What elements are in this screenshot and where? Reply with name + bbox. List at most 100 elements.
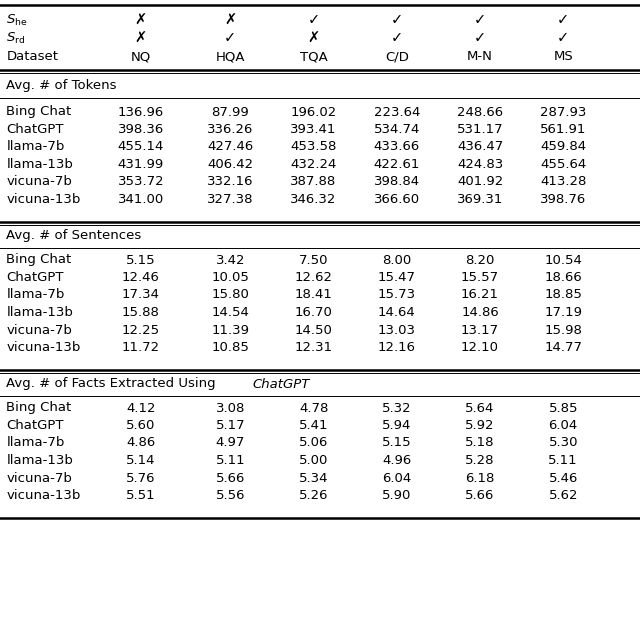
Text: ✓: ✓	[390, 12, 403, 28]
Text: 10.54: 10.54	[544, 254, 582, 267]
Text: ChatGPT: ChatGPT	[6, 123, 64, 136]
Text: 424.83: 424.83	[457, 158, 503, 171]
Text: vicuna-13b: vicuna-13b	[6, 489, 81, 502]
Text: 327.38: 327.38	[207, 193, 253, 206]
Text: 4.96: 4.96	[382, 454, 412, 467]
Text: ✓: ✓	[390, 30, 403, 46]
Text: 15.88: 15.88	[122, 306, 160, 319]
Text: 5.46: 5.46	[548, 471, 578, 484]
Text: 332.16: 332.16	[207, 176, 253, 189]
Text: 6.04: 6.04	[382, 471, 412, 484]
Text: 561.91: 561.91	[540, 123, 586, 136]
Text: 413.28: 413.28	[540, 176, 586, 189]
Text: 5.66: 5.66	[465, 489, 495, 502]
Text: 10.05: 10.05	[211, 271, 250, 284]
Text: 11.39: 11.39	[211, 323, 250, 337]
Text: 459.84: 459.84	[540, 140, 586, 153]
Text: 5.15: 5.15	[382, 437, 412, 450]
Text: 5.11: 5.11	[548, 454, 578, 467]
Text: ChatGPT: ChatGPT	[6, 419, 64, 432]
Text: Dataset: Dataset	[6, 50, 58, 64]
Text: 341.00: 341.00	[118, 193, 164, 206]
Text: ✓: ✓	[557, 30, 570, 46]
Text: 10.85: 10.85	[211, 341, 250, 354]
Text: 18.41: 18.41	[294, 289, 333, 301]
Text: 5.28: 5.28	[465, 454, 495, 467]
Text: 4.86: 4.86	[126, 437, 156, 450]
Text: 431.99: 431.99	[118, 158, 164, 171]
Text: 393.41: 393.41	[291, 123, 337, 136]
Text: 353.72: 353.72	[118, 176, 164, 189]
Text: 8.20: 8.20	[465, 254, 495, 267]
Text: 398.36: 398.36	[118, 123, 164, 136]
Text: 346.32: 346.32	[291, 193, 337, 206]
Text: 5.56: 5.56	[216, 489, 245, 502]
Text: 3.42: 3.42	[216, 254, 245, 267]
Text: C/D: C/D	[385, 50, 409, 64]
Text: Avg. # of Facts Extracted Using: Avg. # of Facts Extracted Using	[6, 377, 220, 390]
Text: 17.19: 17.19	[544, 306, 582, 319]
Text: 534.74: 534.74	[374, 123, 420, 136]
Text: 15.57: 15.57	[461, 271, 499, 284]
Text: vicuna-13b: vicuna-13b	[6, 193, 81, 206]
Text: Bing Chat: Bing Chat	[6, 401, 72, 415]
Text: 4.97: 4.97	[216, 437, 245, 450]
Text: 6.18: 6.18	[465, 471, 495, 484]
Text: 5.51: 5.51	[126, 489, 156, 502]
Text: 366.60: 366.60	[374, 193, 420, 206]
Text: 15.73: 15.73	[378, 289, 416, 301]
Text: M-N: M-N	[467, 50, 493, 64]
Text: 12.46: 12.46	[122, 271, 160, 284]
Text: 5.00: 5.00	[299, 454, 328, 467]
Text: 5.15: 5.15	[126, 254, 156, 267]
Text: ✓: ✓	[474, 30, 486, 46]
Text: ✓: ✓	[224, 30, 237, 46]
Text: TQA: TQA	[300, 50, 328, 64]
Text: 12.31: 12.31	[294, 341, 333, 354]
Text: 136.96: 136.96	[118, 106, 164, 118]
Text: MS: MS	[554, 50, 573, 64]
Text: ✗: ✗	[134, 12, 147, 28]
Text: 5.92: 5.92	[465, 419, 495, 432]
Text: ✓: ✓	[307, 12, 320, 28]
Text: 13.03: 13.03	[378, 323, 416, 337]
Text: 15.80: 15.80	[211, 289, 250, 301]
Text: ✓: ✓	[557, 12, 570, 28]
Text: 223.64: 223.64	[374, 106, 420, 118]
Text: 14.54: 14.54	[211, 306, 250, 319]
Text: 15.47: 15.47	[378, 271, 416, 284]
Text: 17.34: 17.34	[122, 289, 160, 301]
Text: 196.02: 196.02	[291, 106, 337, 118]
Text: llama-7b: llama-7b	[6, 289, 65, 301]
Text: 14.86: 14.86	[461, 306, 499, 319]
Text: ChatGPT: ChatGPT	[6, 271, 64, 284]
Text: ChatGPT: ChatGPT	[253, 377, 310, 390]
Text: 5.90: 5.90	[382, 489, 412, 502]
Text: 5.94: 5.94	[382, 419, 412, 432]
Text: 453.58: 453.58	[291, 140, 337, 153]
Text: 398.76: 398.76	[540, 193, 586, 206]
Text: 87.99: 87.99	[212, 106, 249, 118]
Text: 5.30: 5.30	[548, 437, 578, 450]
Text: 3.08: 3.08	[216, 401, 245, 415]
Text: Avg. # of Tokens: Avg. # of Tokens	[6, 79, 117, 93]
Text: 16.21: 16.21	[461, 289, 499, 301]
Text: 12.25: 12.25	[122, 323, 160, 337]
Text: 5.26: 5.26	[299, 489, 328, 502]
Text: NQ: NQ	[131, 50, 151, 64]
Text: 427.46: 427.46	[207, 140, 253, 153]
Text: llama-7b: llama-7b	[6, 437, 65, 450]
Text: 14.64: 14.64	[378, 306, 415, 319]
Text: 5.17: 5.17	[216, 419, 245, 432]
Text: ✗: ✗	[134, 30, 147, 46]
Text: 5.66: 5.66	[216, 471, 245, 484]
Text: $S_{\rm rd}$: $S_{\rm rd}$	[6, 30, 26, 46]
Text: vicuna-13b: vicuna-13b	[6, 341, 81, 354]
Text: 401.92: 401.92	[457, 176, 503, 189]
Text: Bing Chat: Bing Chat	[6, 106, 72, 118]
Text: 5.76: 5.76	[126, 471, 156, 484]
Text: 18.66: 18.66	[545, 271, 582, 284]
Text: 248.66: 248.66	[457, 106, 503, 118]
Text: 455.14: 455.14	[118, 140, 164, 153]
Text: 436.47: 436.47	[457, 140, 503, 153]
